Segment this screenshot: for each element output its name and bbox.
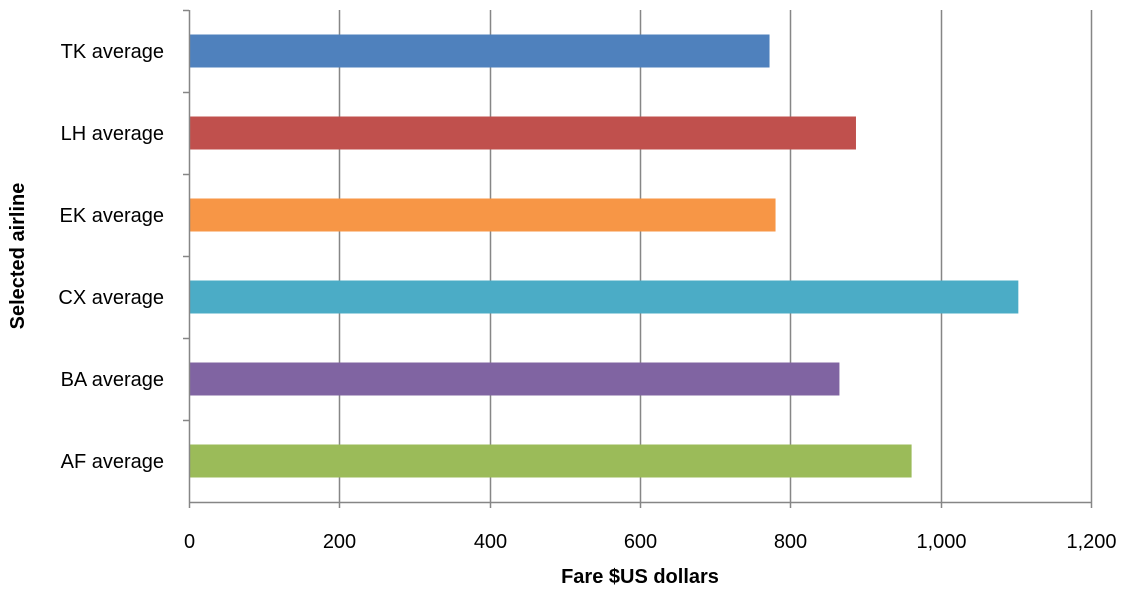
x-tick-label: 0: [184, 531, 195, 553]
gridlines: [338, 10, 1093, 502]
category-label: CX average: [58, 287, 164, 309]
bars: [190, 34, 1019, 478]
axes: [183, 9, 1093, 508]
bar: [190, 280, 1019, 314]
bar: [190, 362, 840, 396]
category-labels: AF average BA average CX average EK average…: [58, 41, 164, 473]
category-label: AF average: [61, 451, 164, 473]
bar: [190, 198, 776, 232]
category-label: LH average: [61, 123, 164, 145]
x-axis-title: Fare $US dollars: [561, 566, 719, 588]
bar: [190, 116, 856, 150]
bar: [190, 444, 912, 478]
bar: [190, 34, 770, 68]
x-tick-label: 800: [774, 531, 807, 553]
x-tick-label: 200: [323, 531, 356, 553]
x-tick-label: 600: [624, 531, 657, 553]
x-tick-label: 1,000: [916, 531, 966, 553]
category-label: BA average: [61, 369, 164, 391]
x-tick-label: 400: [474, 531, 507, 553]
y-axis-title: Selected airline: [7, 183, 29, 330]
x-tick-label: 1,200: [1066, 531, 1116, 553]
category-label: TK average: [61, 41, 164, 63]
x-tick-labels: 0 200 400 600 800 1,000 1,200: [184, 531, 1117, 553]
category-label: EK average: [59, 205, 164, 227]
